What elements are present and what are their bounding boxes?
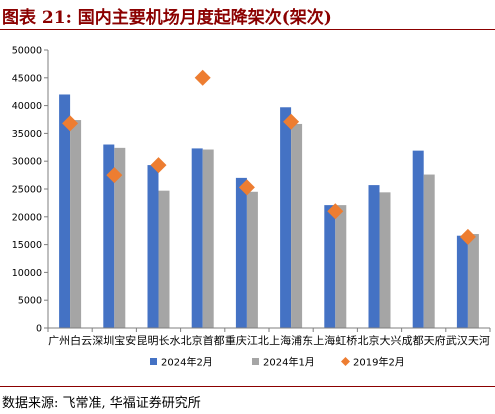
legend-swatch — [252, 358, 259, 365]
bar-2024-jan — [335, 205, 347, 328]
source-note: 数据来源: 飞常准, 华福证券研究所 — [2, 396, 201, 411]
bar-2024-jan — [379, 192, 391, 328]
bar-2024-jan — [467, 234, 479, 328]
y-tick-label: 45000 — [12, 73, 42, 84]
marker-2019-feb — [238, 179, 255, 196]
x-category-label: 上海浦东 — [269, 334, 313, 347]
title-bar: 图表 21: 国内主要机场月度起降架次(架次) — [0, 0, 495, 30]
legend-label: 2024年1月 — [263, 356, 315, 369]
legend-swatch — [150, 358, 157, 365]
bar-2024-jan — [423, 174, 435, 328]
x-category-label: 深圳宝安 — [92, 334, 136, 347]
y-tick-label: 50000 — [12, 46, 42, 57]
y-tick-label: 5000 — [18, 296, 42, 307]
x-category-label: 昆明长水 — [137, 335, 182, 347]
y-axis: 0 5000 10000 15000 20000 25000 30000 35000 40000… — [12, 46, 49, 335]
y-tick-label: 15000 — [12, 240, 42, 251]
y-tick-label: 35000 — [12, 129, 42, 140]
y-tick-label: 40000 — [12, 101, 42, 112]
x-category-label: 上海虹桥 — [313, 334, 358, 347]
y-tick-label: 20000 — [12, 212, 42, 223]
x-category-label: 武汉天河 — [446, 334, 491, 347]
bar-2024-feb — [191, 148, 203, 328]
bar-2024-feb — [280, 107, 292, 328]
bar-2024-jan — [158, 190, 170, 328]
legend-label: 2019年2月 — [353, 356, 405, 369]
bar-2024-feb — [103, 144, 115, 328]
x-category-label: 北京大兴 — [358, 334, 402, 347]
y-tick-label: 30000 — [12, 157, 42, 168]
bar-chart: 0 5000 10000 15000 20000 25000 30000 35000 40000… — [12, 46, 491, 369]
marker-2019-feb — [62, 115, 79, 132]
x-category-label: 成都天府 — [402, 334, 446, 347]
bar-2024-jan — [114, 147, 126, 328]
x-category-label: 广州白云 — [48, 334, 92, 347]
bar-2024-jan — [291, 123, 303, 328]
marker-2019-feb — [459, 228, 476, 245]
bar-2024-feb — [59, 94, 71, 328]
bar-2024-jan — [202, 149, 214, 328]
legend: 2024年2月 2024年1月 2019年2月 — [150, 356, 405, 369]
marker-group — [62, 69, 476, 245]
marker-2019-feb — [106, 167, 123, 184]
figure-title: 图表 21: 国内主要机场月度起降架次(架次) — [2, 8, 332, 28]
x-axis: 广州白云 深圳宝安 昆明长水 北京首都 重庆江北 上海浦东 上海虹桥 北京大兴 成都天府 武汉天河 — [47, 327, 491, 347]
bar-2024-feb — [235, 177, 247, 328]
bar-2024-jan — [246, 191, 258, 328]
y-tick-label: 0 — [36, 324, 42, 335]
bar-2024-feb — [412, 150, 424, 328]
legend-label: 2024年2月 — [161, 356, 213, 369]
bar-2024-feb — [368, 185, 380, 328]
marker-2019-feb — [283, 113, 300, 130]
legend-swatch — [341, 357, 350, 366]
y-tick-label: 10000 — [12, 268, 42, 279]
bar-2024-feb — [456, 235, 468, 328]
x-category-label: 北京首都 — [181, 334, 226, 347]
marker-2019-feb — [327, 203, 344, 220]
bar-2024-jan — [70, 120, 82, 328]
bar-2024-feb — [324, 205, 336, 328]
bar-2024-feb — [147, 165, 159, 328]
x-category-label: 重庆江北 — [225, 334, 270, 347]
marker-2019-feb — [194, 69, 211, 86]
marker-2019-feb — [150, 157, 167, 174]
bar-group — [59, 94, 479, 328]
footer-divider — [0, 386, 495, 387]
y-tick-label: 25000 — [12, 185, 42, 196]
